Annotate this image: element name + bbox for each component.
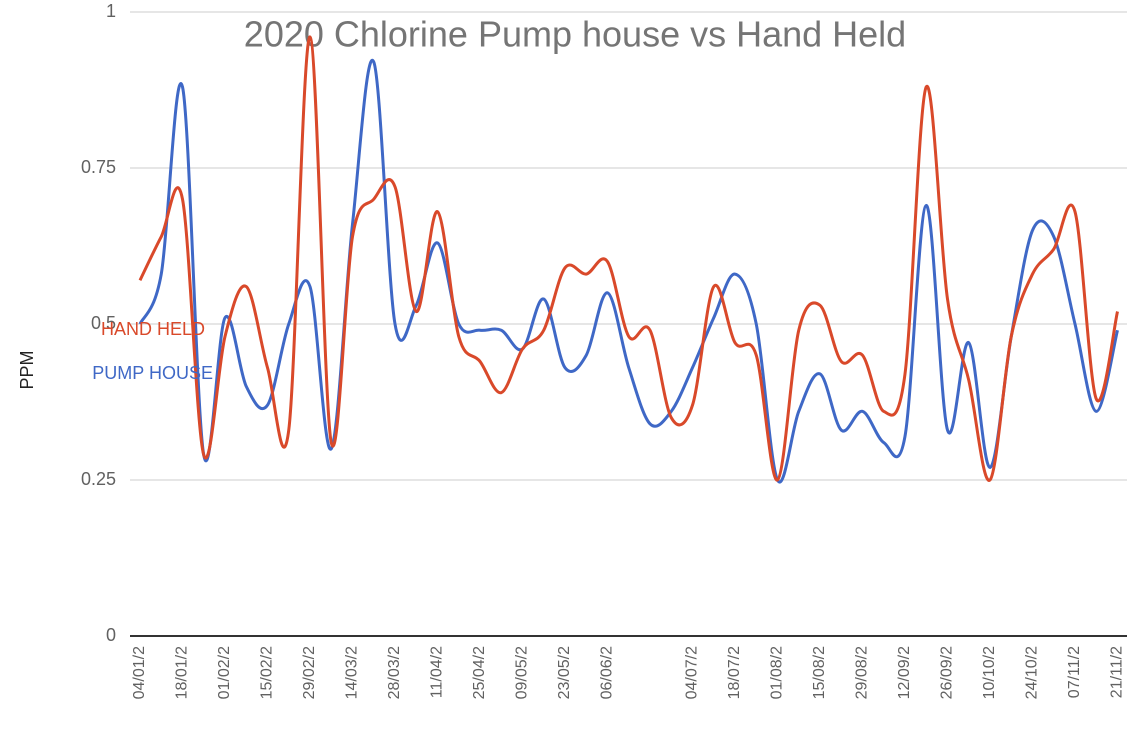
y-tick-label: 0.25 [81, 469, 116, 489]
x-tick-label: 18/01/2 [174, 646, 191, 699]
x-tick-label: 09/05/2 [514, 646, 531, 699]
x-tick-label: 04/01/2 [131, 646, 148, 699]
x-tick-label: 04/07/2 [684, 646, 701, 699]
x-tick-label: 01/02/2 [216, 646, 233, 699]
x-tick-label: 24/10/2 [1024, 646, 1041, 699]
x-tick-label: 26/09/2 [939, 646, 956, 699]
x-tick-label: 28/03/2 [386, 646, 403, 699]
x-tick-label: 06/06/2 [599, 646, 616, 699]
x-tick-label: 29/02/2 [301, 646, 318, 699]
x-tick-label: 25/04/2 [471, 646, 488, 699]
x-tick-label: 01/08/2 [769, 646, 786, 699]
y-tick-label: 1 [106, 1, 116, 21]
x-tick-label: 14/03/2 [344, 646, 361, 699]
x-tick-label: 29/08/2 [854, 646, 871, 699]
chart-title: 2020 Chlorine Pump house vs Hand Held [244, 14, 906, 55]
x-tick-label: 18/07/2 [726, 646, 743, 699]
x-tick-label: 15/02/2 [259, 646, 276, 699]
x-tick-label: 11/04/2 [429, 646, 446, 698]
y-tick-label: 0 [106, 625, 116, 645]
x-tick-label: 15/08/2 [811, 646, 828, 699]
legend-label: PUMP HOUSE [92, 363, 213, 383]
legend-label: HAND HELD [101, 319, 205, 339]
y-axis-title: PPM [17, 350, 37, 389]
x-tick-label: 10/10/2 [981, 646, 998, 699]
series-line [138, 35, 1119, 482]
y-tick-label: 0.75 [81, 157, 116, 177]
x-tick-label: 07/11/2 [1066, 646, 1083, 698]
y-tick-label: 0.5 [91, 313, 116, 333]
x-tick-label: 12/09/2 [896, 646, 913, 699]
x-tick-label: 21/11/2 [1109, 646, 1126, 698]
series-line [138, 58, 1119, 484]
x-tick-label: 23/05/2 [556, 646, 573, 699]
